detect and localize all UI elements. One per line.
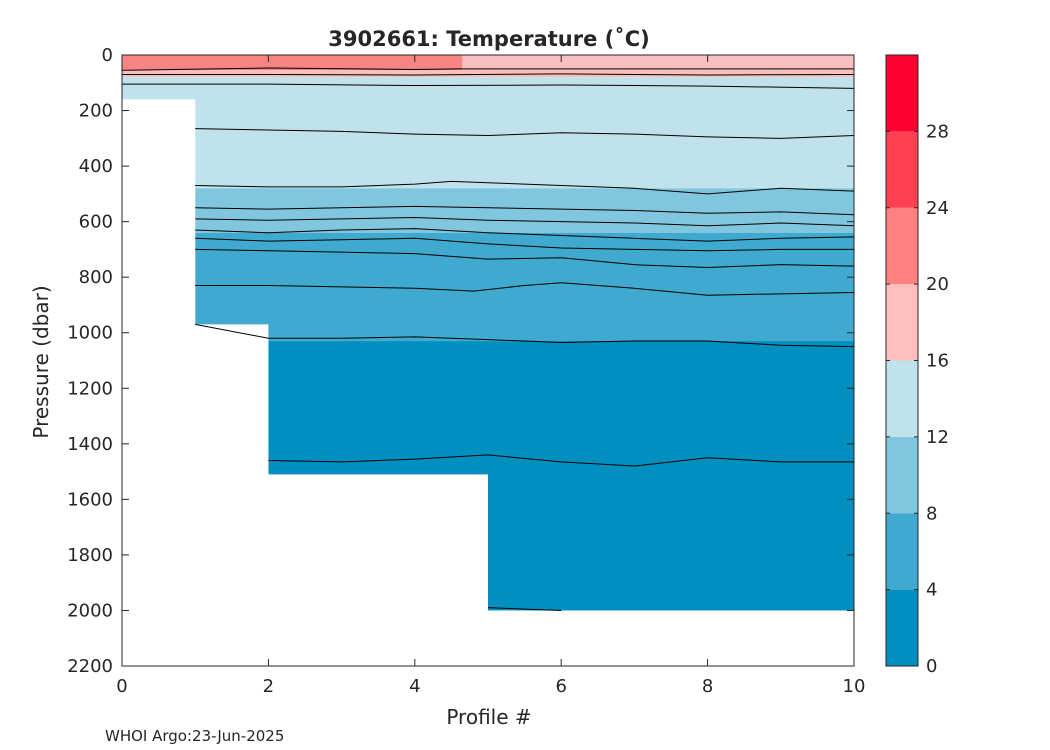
y-tick-label: 1600 [67,489,113,510]
y-tick-label: 1800 [67,545,113,566]
x-axis: 0 2 4 6 8 10 [116,55,865,697]
isotherm-line [195,248,855,268]
no-data-region [122,99,854,667]
plot-axes-box [121,54,855,667]
isotherm-line [195,205,855,216]
no-data-area [122,99,854,667]
x-tick-label: 10 [843,676,866,697]
temperature-region-16-20 [462,55,854,78]
isotherm-line [122,83,855,89]
x-tick-label: 4 [409,676,420,697]
colorbar-band [886,436,918,514]
y-tick-label: 800 [79,267,113,288]
colorbar-tick-label: 28 [926,121,949,142]
colorbar-band [886,360,918,437]
colorbar-tick-label: 0 [926,656,937,677]
isotherm-line [195,228,855,242]
colorbar-band [886,131,918,208]
isotherm-line [195,323,855,348]
colorbar-band [886,207,918,285]
temperature-region-12-16 [122,77,854,189]
y-tick-label: 200 [79,101,113,122]
temperature-region-8-12 [195,188,854,233]
isotherm-line [487,607,562,611]
colorbar-tick-label: 24 [926,198,949,219]
x-tick-label: 8 [702,676,713,697]
y-tick-label: 0 [102,45,113,66]
y-axis-label: Pressure (dbar) [29,285,53,438]
y-tick-label: 1200 [67,378,113,399]
y-tick-label: 400 [79,156,113,177]
y-tick-label: 600 [79,212,113,233]
isotherm-contours [121,67,855,611]
colorbar-band [886,284,918,361]
x-tick-label: 6 [555,676,566,697]
isotherm-line [121,67,854,71]
footer-credit: WHOI Argo:23-Jun-2025 [105,727,284,745]
x-axis-label: Profile # [446,705,531,729]
y-axis: 0 200 400 600 800 1000 1200 1400 1600 1800 2000 220… [67,45,854,677]
colorbar-band [886,589,918,666]
colorbar-band [886,55,918,132]
isotherm-line [195,216,855,227]
chart-title: 3902661: Temperature (˚C) [328,27,649,51]
y-tick-label: 1000 [67,323,113,344]
colorbar-tick-label: 4 [926,580,937,601]
y-tick-label: 1400 [67,434,113,455]
colorbar-band [886,513,918,590]
y-tick-label: 2000 [67,600,113,621]
isotherm-line [195,180,855,195]
isotherm-line [122,73,855,76]
colorbar-tick-label: 12 [926,427,949,448]
temperature-region-20-24 [122,55,463,71]
colorbar-tick-label: 20 [926,274,949,295]
isotherm-line [195,237,854,252]
colorbar-tick-label: 8 [926,503,937,524]
temperature-region-16-20 [122,70,463,78]
x-tick-label: 2 [263,676,274,697]
x-tick-label: 0 [116,676,127,697]
colorbar: 0 4 8 12 16 20 24 28 [885,54,949,677]
isotherm-line [268,454,854,467]
isotherm-line [195,128,855,139]
temperature-region-4-8 [195,232,854,342]
isotherm-line [195,282,855,296]
colorbar-tick-label: 16 [926,351,949,372]
y-tick-label: 2200 [67,656,113,677]
